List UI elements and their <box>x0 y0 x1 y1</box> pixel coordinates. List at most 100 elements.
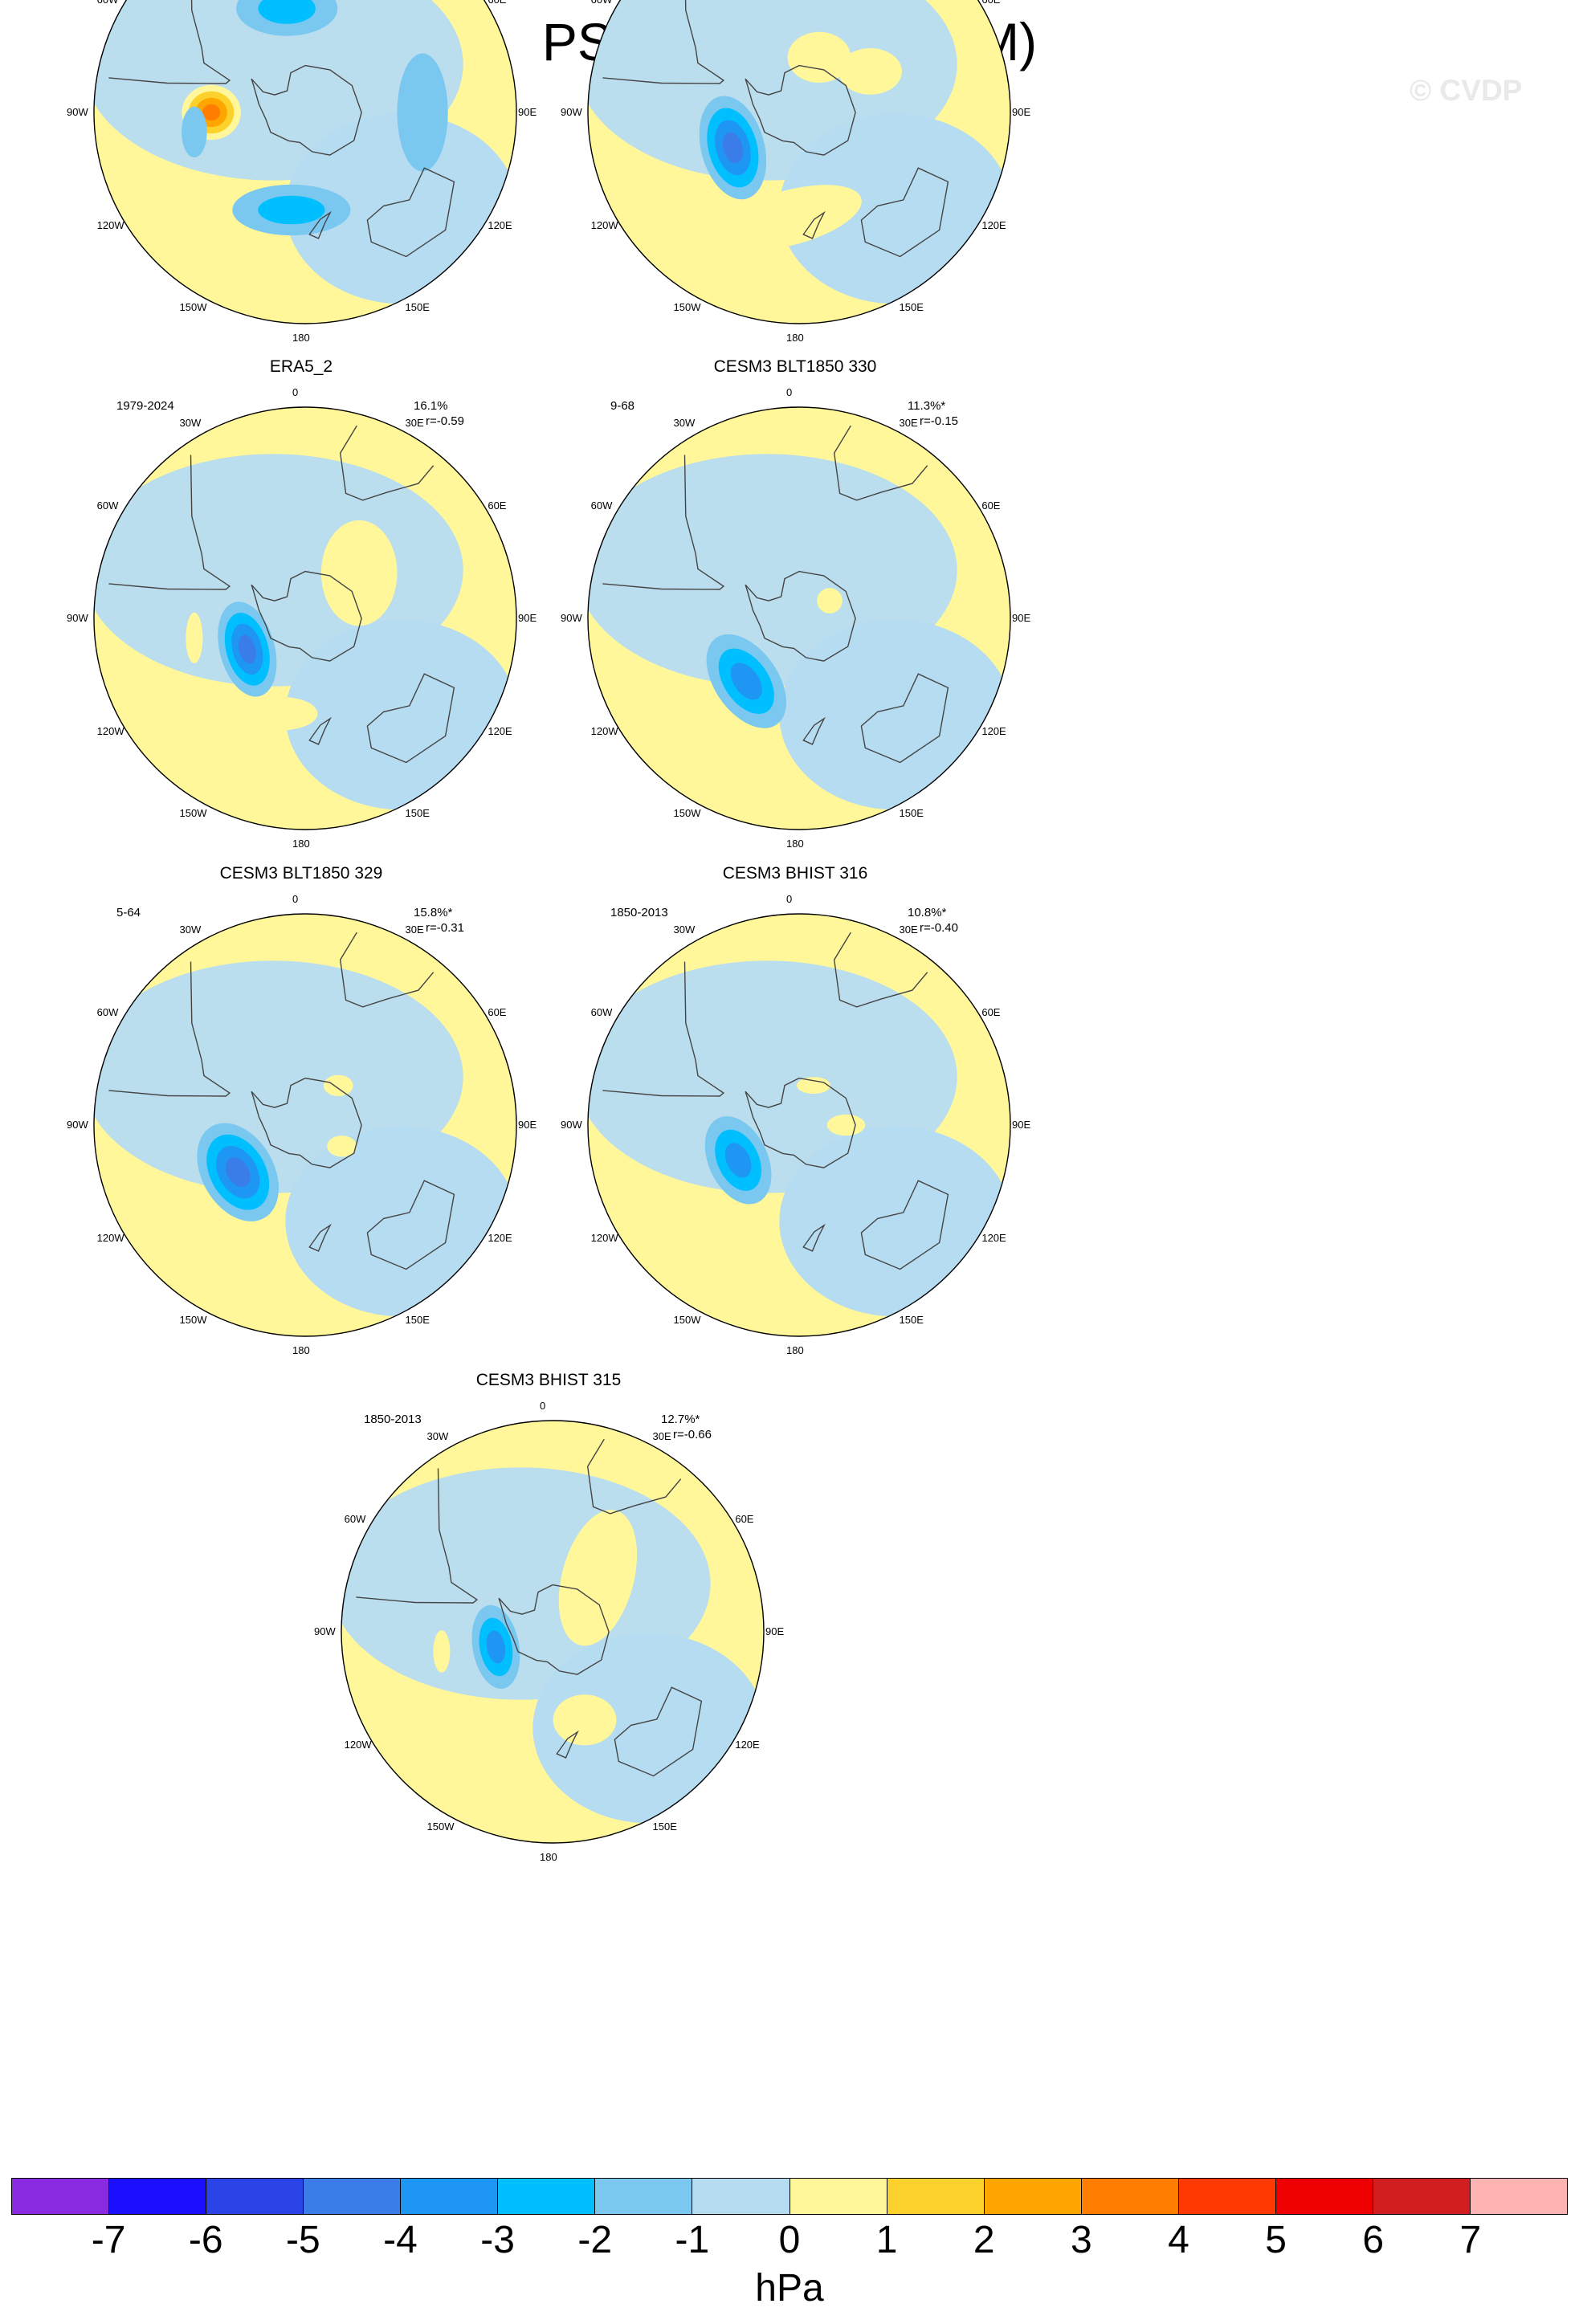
africa-outline <box>833 425 928 501</box>
antarctica-outline <box>745 1077 856 1168</box>
contour-fill <box>238 634 256 664</box>
colorbar-box <box>887 2179 985 2214</box>
colorbar-tick-label: -4 <box>383 2219 418 2261</box>
longitude-label: 150E <box>899 807 924 820</box>
longitude-label: 60W <box>591 0 613 6</box>
colorbar-box <box>1178 2179 1276 2214</box>
longitude-label: 150W <box>673 301 701 314</box>
south-america-outline <box>602 961 725 1097</box>
longitude-label: 90W <box>561 1119 582 1131</box>
panel-variance: 16.1% <box>414 399 448 413</box>
colorbar-box <box>790 2179 887 2214</box>
longitude-label: 180 <box>786 332 804 344</box>
contour-fill <box>730 663 762 700</box>
longitude-label: 120W <box>590 218 618 231</box>
contour-fill <box>722 132 743 164</box>
longitude-label: 30W <box>179 416 202 429</box>
panel-period: 1850-2013 <box>364 1413 422 1426</box>
new-zealand-outline <box>802 716 826 745</box>
longitude-label: 30E <box>899 923 918 936</box>
neutral-band <box>779 1126 1010 1317</box>
south-america-outline <box>108 455 231 590</box>
colorbar-tick-label: 5 <box>1265 2219 1287 2261</box>
longitude-label: 60E <box>488 1005 507 1018</box>
map-border <box>93 0 517 324</box>
longitude-label: 60W <box>97 0 119 6</box>
colorbar-box <box>304 2179 402 2214</box>
longitude-label: 90E <box>518 106 537 118</box>
colorbar-tick-label: -3 <box>480 2219 515 2261</box>
map-panel: CESM3 BHIST 316 1850-2013 10.8%* r=-0.40 0 30… <box>561 864 1181 1362</box>
map-border <box>93 406 517 830</box>
south-america-outline <box>108 0 231 84</box>
longitude-label: 180 <box>786 1344 804 1356</box>
map-border <box>587 913 1011 1337</box>
longitude-label: 0 <box>786 893 793 905</box>
panel-variance: 15.8%* <box>414 906 453 919</box>
colorbar-units: hPa <box>755 2267 824 2310</box>
australia-outline <box>366 167 455 258</box>
longitude-label: 120W <box>590 724 618 737</box>
colorbar-tick-label: -6 <box>188 2219 223 2261</box>
longitude-label: 30E <box>652 1429 671 1442</box>
map-panel: ERA5_2 1979-2024 16.1% r=-0.59 0 30E 60E 90E 120… <box>67 357 687 855</box>
map-panel: ERA51950-202416.4%*r=-0.62030E60E90E120E… <box>561 0 1181 349</box>
contour-fill <box>186 612 203 663</box>
colorbar-box <box>692 2179 790 2214</box>
contour-fill <box>553 1694 617 1746</box>
longitude-label: 150E <box>405 301 430 314</box>
new-zealand-outline <box>308 716 332 745</box>
longitude-label: 120W <box>344 1738 372 1751</box>
contour-fill <box>258 195 325 225</box>
longitude-label: 150W <box>673 1314 701 1327</box>
antarctica-outline <box>745 570 856 662</box>
contour-fill <box>397 53 448 172</box>
colorbar-tick-label: 4 <box>1168 2219 1189 2261</box>
longitude-label: 90E <box>765 1625 785 1637</box>
longitude-label: 150E <box>899 301 924 314</box>
longitude-label: 90E <box>518 1119 537 1131</box>
south-america-outline <box>602 455 725 590</box>
longitude-label: 180 <box>292 1344 310 1356</box>
africa-outline <box>833 932 928 1008</box>
longitude-label: 0 <box>786 386 793 398</box>
antarctica-outline <box>251 64 362 156</box>
australia-outline <box>366 673 455 764</box>
longitude-label: 90E <box>1012 1119 1031 1131</box>
contour-fill <box>817 588 843 614</box>
longitude-label: 90W <box>67 106 88 118</box>
colorbar-tick-label: 7 <box>1459 2219 1482 2261</box>
longitude-label: 30W <box>426 1429 449 1442</box>
longitude-label: 120E <box>981 1231 1006 1244</box>
longitude-label: 30E <box>899 416 918 429</box>
africa-outline <box>339 932 435 1008</box>
longitude-label: 120E <box>488 218 512 231</box>
colorbar-box <box>1081 2179 1179 2214</box>
contour-fill <box>433 1630 451 1673</box>
contour-fill <box>323 1074 353 1096</box>
contour-fill <box>258 0 316 24</box>
longitude-label: 120W <box>590 1231 618 1244</box>
longitude-label: 0 <box>540 1400 546 1412</box>
longitude-label: 90E <box>1012 612 1031 624</box>
contour-fill <box>797 1077 830 1095</box>
contour-fill <box>558 1510 638 1646</box>
contour-fill <box>182 106 207 157</box>
longitude-label: 90W <box>561 612 582 624</box>
africa-outline <box>586 1438 682 1515</box>
map-panel: CESM3 BLT1850 330 9-68 11.3%* r=-0.15 0 30E 60… <box>561 357 1181 855</box>
colorbar-tick-label: 6 <box>1362 2219 1385 2261</box>
new-zealand-outline <box>802 1223 826 1252</box>
longitude-label: 180 <box>786 838 804 850</box>
panel-correlation: r=-0.40 <box>920 921 958 935</box>
panel-title: CESM3 BHIST 316 <box>722 864 868 883</box>
longitude-label: 120E <box>981 724 1006 737</box>
new-zealand-outline <box>308 1223 332 1252</box>
colorbar-tick-label: -1 <box>675 2219 710 2261</box>
panel-correlation: r=-0.59 <box>426 414 464 428</box>
contour-fill <box>225 1157 251 1188</box>
contour-fill <box>826 1114 866 1136</box>
australia-outline <box>860 167 949 258</box>
longitude-label: 30E <box>405 923 424 936</box>
map-border <box>587 0 1011 324</box>
